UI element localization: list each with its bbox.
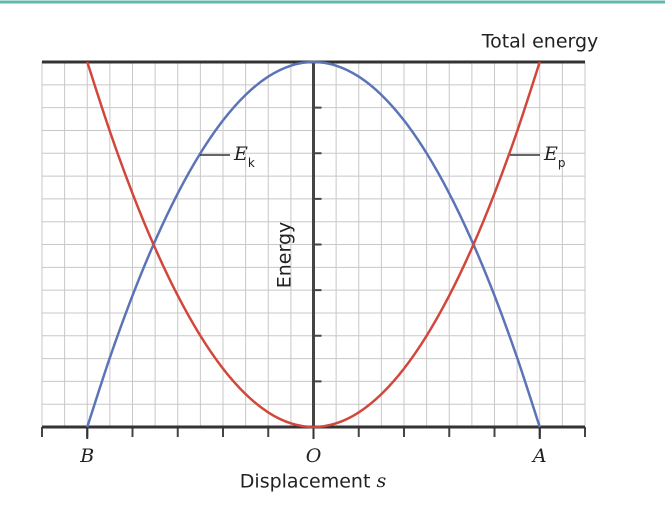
line-1 [86,61,541,429]
x-tick-label: B [79,445,94,467]
total-energy-label: Total energy [481,31,599,53]
y-axis-label: Energy [274,222,296,289]
x-axis-label: Displacement s [240,470,387,493]
x-tick-label: O [306,445,322,467]
x-tick-label: A [531,445,547,467]
legend-label: Ek [233,143,255,170]
line-0 [86,60,541,428]
